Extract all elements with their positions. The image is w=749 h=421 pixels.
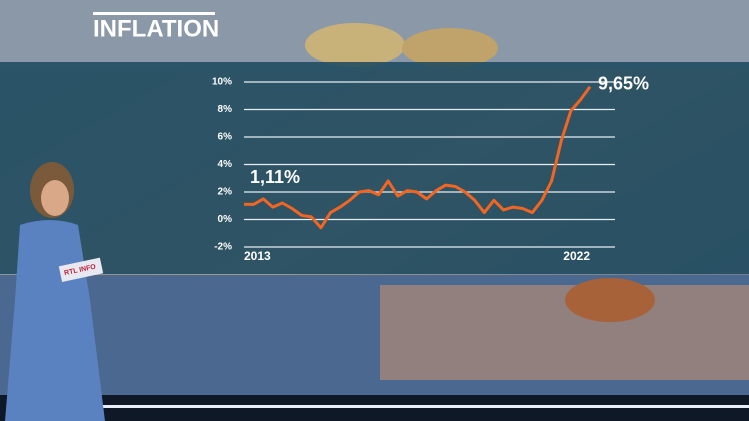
floor-stripe [100, 405, 749, 408]
coin [402, 28, 498, 68]
x-tick-label: 2013 [244, 249, 271, 263]
y-tick-label: 0% [218, 214, 233, 225]
coin [305, 23, 405, 67]
coin [565, 278, 655, 322]
banknote [380, 285, 749, 380]
chart-panel [0, 62, 749, 274]
y-tick-label: 4% [218, 159, 233, 170]
y-tick-label: -2% [214, 242, 232, 253]
y-tick-label: 8% [218, 104, 233, 115]
y-tick-label: 2% [218, 187, 233, 198]
x-tick-label: 2022 [563, 249, 590, 263]
y-tick-label: 10% [212, 77, 232, 88]
value-label: 9,65% [598, 74, 649, 94]
line [243, 85, 592, 230]
title: INFLATION [93, 15, 219, 42]
presenter: RTL INFO [5, 162, 105, 421]
y-tick-label: 6% [218, 132, 233, 143]
value-label: 1,11% [250, 167, 300, 187]
title-rule [93, 12, 215, 15]
